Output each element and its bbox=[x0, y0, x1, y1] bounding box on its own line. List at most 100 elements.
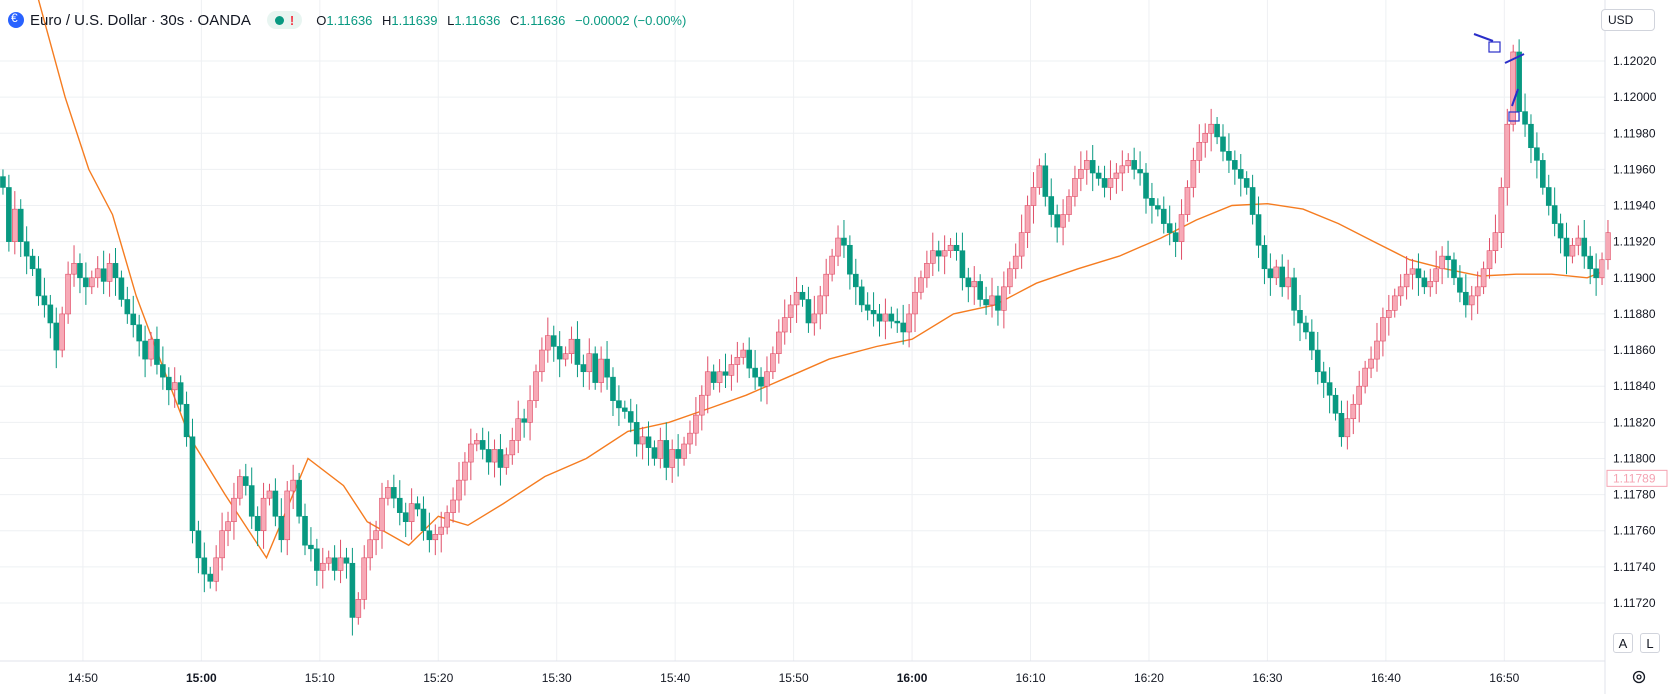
candle-body bbox=[1356, 385, 1363, 405]
candle-body bbox=[1131, 160, 1137, 170]
candle-body bbox=[918, 277, 924, 293]
candle-body bbox=[1089, 160, 1096, 174]
candle-body bbox=[533, 371, 539, 401]
candle-body bbox=[811, 313, 818, 324]
candle-body bbox=[1291, 277, 1297, 311]
candle-body bbox=[59, 313, 65, 351]
candle-body bbox=[1232, 160, 1238, 170]
time-tick-label: 15:00 bbox=[186, 671, 217, 685]
candle-body bbox=[284, 490, 291, 541]
candle-body bbox=[639, 436, 646, 445]
market-status-badge[interactable]: ! bbox=[266, 11, 303, 29]
time-tick-label: 15:30 bbox=[542, 671, 572, 685]
candle-body bbox=[1184, 187, 1191, 215]
price-axis[interactable]: 1.12020 1.12000 1.11980 1.11960 1.11940 1.119… bbox=[1613, 54, 1657, 610]
low-label: L bbox=[447, 12, 455, 28]
trend-line-drawing bbox=[1504, 53, 1525, 64]
candle-body bbox=[1457, 277, 1463, 293]
candle-body bbox=[935, 250, 942, 257]
candle-body bbox=[12, 208, 18, 242]
candle-body bbox=[23, 241, 30, 257]
trend-line-drawing bbox=[1473, 33, 1494, 42]
candle-body bbox=[781, 317, 788, 333]
trend-drawings[interactable] bbox=[1473, 33, 1525, 122]
log-scale-button[interactable]: L bbox=[1640, 633, 1660, 653]
time-tick-label: 15:40 bbox=[660, 671, 690, 685]
price-tick-label: 1.11760 bbox=[1613, 524, 1656, 538]
candle-body bbox=[870, 310, 877, 315]
price-tick-label: 1.11960 bbox=[1613, 162, 1656, 176]
candle-body bbox=[562, 353, 569, 360]
candle-body bbox=[770, 353, 776, 373]
candle-body bbox=[1427, 281, 1434, 288]
candlestick-series bbox=[0, 39, 1611, 636]
candle-body bbox=[462, 461, 468, 481]
symbol-title[interactable]: Euro / U.S. Dollar · 30s · OANDA bbox=[30, 11, 251, 29]
candle-body bbox=[1368, 358, 1374, 369]
candle-body bbox=[752, 367, 758, 378]
candle-body bbox=[598, 358, 604, 383]
candle-body bbox=[539, 349, 545, 373]
euro-flag-icon bbox=[8, 11, 24, 28]
candle-body bbox=[118, 277, 125, 300]
candle-body bbox=[977, 281, 983, 300]
candle-body bbox=[94, 268, 101, 279]
candle-body bbox=[1451, 259, 1457, 279]
candle-body bbox=[817, 295, 824, 315]
gear-icon[interactable] bbox=[1631, 669, 1647, 685]
candle-body bbox=[237, 476, 243, 499]
price-tick-label: 1.11740 bbox=[1613, 560, 1656, 574]
status-dot-icon bbox=[274, 15, 284, 25]
candle-body bbox=[1285, 277, 1291, 288]
candle-body bbox=[1107, 178, 1114, 188]
candle-body bbox=[1575, 237, 1582, 246]
candle-body bbox=[841, 237, 847, 246]
candle-body bbox=[568, 338, 575, 354]
last-price-label: 1.11789 bbox=[1613, 471, 1656, 485]
candle-body bbox=[325, 557, 332, 564]
candle-body bbox=[823, 273, 829, 297]
candle-body bbox=[420, 508, 427, 532]
candle-body bbox=[1243, 178, 1250, 188]
candle-body bbox=[17, 208, 24, 242]
candle-body bbox=[1012, 255, 1019, 270]
candle-body bbox=[53, 322, 60, 351]
candle-body bbox=[1463, 291, 1469, 306]
candle-body bbox=[847, 244, 853, 275]
candle-body bbox=[622, 407, 628, 412]
auto-scale-button[interactable]: A bbox=[1613, 633, 1633, 653]
candle-body bbox=[1267, 268, 1274, 279]
close-label: C bbox=[509, 12, 520, 28]
candle-body bbox=[1190, 160, 1197, 188]
ohlc-legend: O1.11636 H1.11639 L1.11636 C1.11636 −0.0… bbox=[316, 13, 692, 28]
candle-body bbox=[183, 403, 190, 438]
candle-body bbox=[1160, 208, 1167, 224]
candle-body bbox=[876, 313, 883, 322]
candle-body bbox=[278, 515, 285, 541]
time-axis[interactable]: 14:50 15:00 15:10 15:20 15:30 15:40 15:50 16:00… bbox=[68, 671, 1520, 685]
price-tick-label: 1.11820 bbox=[1613, 415, 1656, 429]
candle-body bbox=[900, 322, 906, 333]
candle-body bbox=[1220, 136, 1226, 152]
candle-body bbox=[1593, 268, 1599, 279]
candle-body bbox=[1397, 286, 1404, 297]
candle-body bbox=[1054, 214, 1060, 228]
time-tick-label: 16:40 bbox=[1371, 671, 1401, 685]
price-tick-label: 1.11940 bbox=[1613, 199, 1656, 213]
candle-body bbox=[983, 299, 989, 306]
candle-body bbox=[1362, 367, 1368, 387]
marker-box-drawing bbox=[1488, 41, 1501, 53]
candle-body bbox=[396, 497, 403, 513]
candle-body bbox=[1297, 310, 1303, 324]
candle-body bbox=[953, 244, 960, 251]
candle-body bbox=[1587, 255, 1593, 270]
candle-body bbox=[1338, 412, 1345, 438]
candle-body bbox=[1137, 169, 1143, 174]
candle-body bbox=[71, 263, 77, 275]
price-tick-label: 1.11840 bbox=[1613, 379, 1656, 393]
candle-body bbox=[1113, 172, 1120, 179]
currency-selector[interactable]: USD bbox=[1601, 9, 1655, 31]
candle-body bbox=[160, 364, 166, 378]
candle-body bbox=[1208, 123, 1214, 134]
